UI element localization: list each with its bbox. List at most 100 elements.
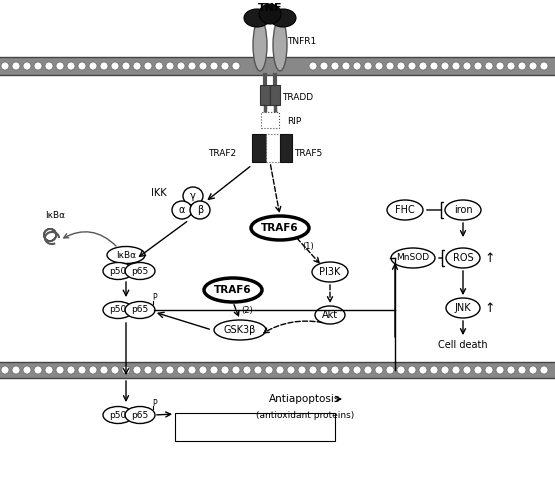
Circle shape xyxy=(199,366,207,374)
Bar xyxy=(261,112,279,128)
Circle shape xyxy=(177,62,185,70)
Ellipse shape xyxy=(107,246,145,264)
Ellipse shape xyxy=(190,201,210,219)
Bar xyxy=(0,57,555,75)
Text: (1): (1) xyxy=(302,242,314,250)
Ellipse shape xyxy=(391,248,435,268)
Text: Cell death: Cell death xyxy=(438,340,488,350)
Text: p65: p65 xyxy=(132,305,149,314)
Text: TRAF6: TRAF6 xyxy=(214,285,252,295)
Ellipse shape xyxy=(253,19,267,71)
Circle shape xyxy=(320,366,328,374)
Ellipse shape xyxy=(125,263,155,280)
Ellipse shape xyxy=(387,200,423,220)
Text: IκBα: IκBα xyxy=(116,250,136,260)
Ellipse shape xyxy=(204,278,262,302)
Text: p50: p50 xyxy=(109,410,127,420)
Text: TRAF6: TRAF6 xyxy=(261,223,299,233)
Circle shape xyxy=(265,366,273,374)
Text: MnSOD: MnSOD xyxy=(396,253,430,263)
Circle shape xyxy=(397,62,405,70)
Circle shape xyxy=(364,62,372,70)
Text: IκBα: IκBα xyxy=(45,210,65,220)
Circle shape xyxy=(298,366,306,374)
Circle shape xyxy=(496,366,504,374)
Ellipse shape xyxy=(446,248,480,268)
Circle shape xyxy=(419,62,427,70)
Circle shape xyxy=(353,62,361,70)
Circle shape xyxy=(199,62,207,70)
Circle shape xyxy=(111,62,119,70)
Circle shape xyxy=(155,62,163,70)
Bar xyxy=(0,362,555,378)
Circle shape xyxy=(1,62,9,70)
Circle shape xyxy=(210,366,218,374)
Circle shape xyxy=(56,62,64,70)
Bar xyxy=(260,85,270,105)
Text: Akt: Akt xyxy=(322,310,338,320)
Text: TRADD: TRADD xyxy=(282,93,314,102)
Circle shape xyxy=(221,62,229,70)
Text: GSK3β: GSK3β xyxy=(224,325,256,335)
Circle shape xyxy=(177,366,185,374)
Circle shape xyxy=(309,62,317,70)
Circle shape xyxy=(452,62,460,70)
Circle shape xyxy=(441,366,449,374)
Text: p65: p65 xyxy=(132,266,149,276)
Circle shape xyxy=(474,366,482,374)
Text: TRAF5: TRAF5 xyxy=(294,149,322,159)
Ellipse shape xyxy=(244,9,270,27)
Circle shape xyxy=(1,366,9,374)
Circle shape xyxy=(529,366,537,374)
Circle shape xyxy=(89,62,97,70)
Circle shape xyxy=(122,366,130,374)
Circle shape xyxy=(529,62,537,70)
Circle shape xyxy=(166,366,174,374)
Circle shape xyxy=(540,62,548,70)
Circle shape xyxy=(67,366,75,374)
Circle shape xyxy=(12,62,20,70)
Circle shape xyxy=(430,62,438,70)
Text: FHC: FHC xyxy=(395,205,415,215)
Ellipse shape xyxy=(315,306,345,324)
Ellipse shape xyxy=(183,187,203,205)
Circle shape xyxy=(441,62,449,70)
Text: Antiapoptosis: Antiapoptosis xyxy=(269,394,341,404)
Text: (2): (2) xyxy=(241,305,253,314)
Text: P: P xyxy=(153,293,157,303)
Circle shape xyxy=(232,62,240,70)
Circle shape xyxy=(452,366,460,374)
Ellipse shape xyxy=(214,320,266,340)
Circle shape xyxy=(45,62,53,70)
Text: p65: p65 xyxy=(132,410,149,420)
Ellipse shape xyxy=(270,9,296,27)
Circle shape xyxy=(353,366,361,374)
Circle shape xyxy=(254,366,262,374)
Circle shape xyxy=(342,366,350,374)
Circle shape xyxy=(540,366,548,374)
Circle shape xyxy=(67,62,75,70)
Ellipse shape xyxy=(312,262,348,282)
Text: ↑: ↑ xyxy=(485,251,495,264)
Text: iron: iron xyxy=(453,205,472,215)
Text: TNF: TNF xyxy=(258,3,282,13)
Circle shape xyxy=(463,366,471,374)
Ellipse shape xyxy=(125,407,155,424)
Circle shape xyxy=(342,62,350,70)
Ellipse shape xyxy=(125,302,155,319)
Circle shape xyxy=(78,62,86,70)
Circle shape xyxy=(45,366,53,374)
Circle shape xyxy=(100,62,108,70)
Circle shape xyxy=(34,62,42,70)
Bar xyxy=(252,134,266,162)
Ellipse shape xyxy=(445,200,481,220)
Circle shape xyxy=(166,62,174,70)
Circle shape xyxy=(276,366,284,374)
Circle shape xyxy=(188,62,196,70)
Text: ROS: ROS xyxy=(453,253,473,263)
Text: P: P xyxy=(153,399,157,407)
Circle shape xyxy=(408,366,416,374)
Circle shape xyxy=(408,62,416,70)
Ellipse shape xyxy=(103,407,133,424)
Circle shape xyxy=(287,366,295,374)
